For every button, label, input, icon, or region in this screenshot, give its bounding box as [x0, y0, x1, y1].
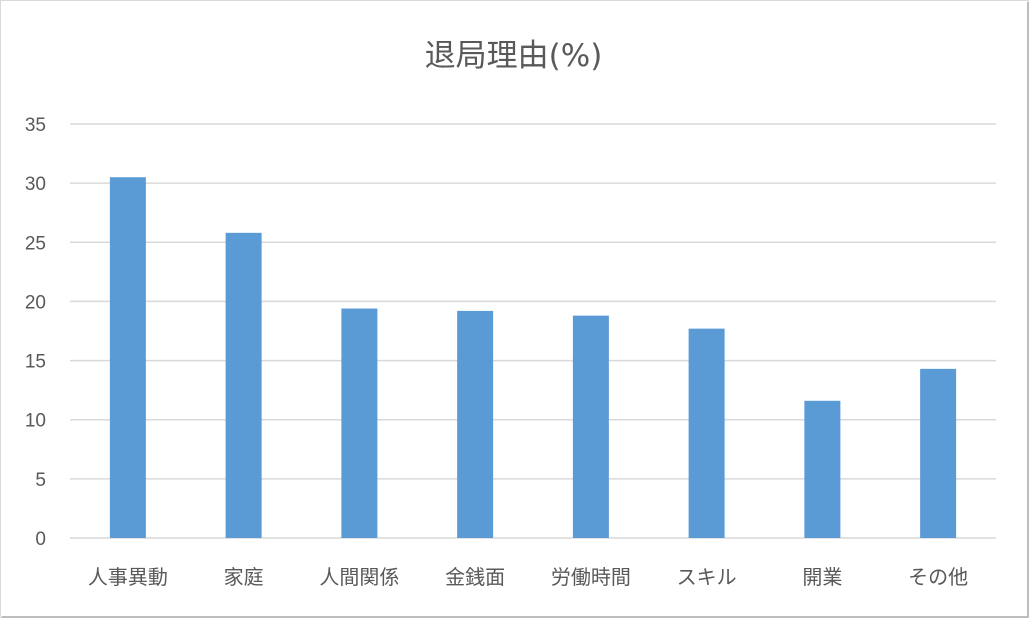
- gridlines: [70, 123, 996, 539]
- x-tick-label: 金銭面: [445, 565, 505, 589]
- bar-0: [109, 177, 146, 538]
- y-axis-ticks: 0 5 10 15 20 25 30 35: [25, 115, 46, 550]
- bar-7: [920, 368, 957, 538]
- bar-5: [688, 328, 725, 538]
- x-tick-label: 労働時間: [551, 565, 631, 589]
- bar-3: [457, 310, 494, 538]
- y-tick-label: 35: [25, 115, 46, 136]
- y-tick-label: 10: [25, 411, 46, 432]
- x-axis-ticks: 人事異動 家庭 人間関係 金銭面 労働時間 スキル 開業 その他: [88, 565, 968, 589]
- y-tick-label: 20: [25, 292, 46, 313]
- x-tick-label: 開業: [802, 565, 842, 589]
- y-tick-label: 30: [25, 174, 46, 195]
- x-tick-label: 人間関係: [319, 565, 399, 589]
- x-tick-label: 人事異動: [88, 565, 168, 589]
- bar-6: [804, 400, 841, 538]
- y-tick-label: 5: [35, 470, 46, 491]
- bar-4: [572, 315, 609, 538]
- bars: [109, 177, 957, 538]
- x-tick-label: スキル: [677, 565, 737, 589]
- chart-title: 退局理由(%): [424, 38, 603, 74]
- y-tick-label: 25: [25, 233, 46, 254]
- x-tick-label: その他: [908, 565, 968, 589]
- bar-1: [225, 232, 262, 538]
- y-tick-label: 15: [25, 352, 46, 373]
- frame-shadow-right: [1027, 2, 1029, 618]
- frame-shadow-bottom: [2, 616, 1029, 618]
- y-tick-label: 0: [35, 529, 46, 550]
- x-tick-label: 家庭: [224, 565, 264, 589]
- bar-2: [341, 308, 378, 538]
